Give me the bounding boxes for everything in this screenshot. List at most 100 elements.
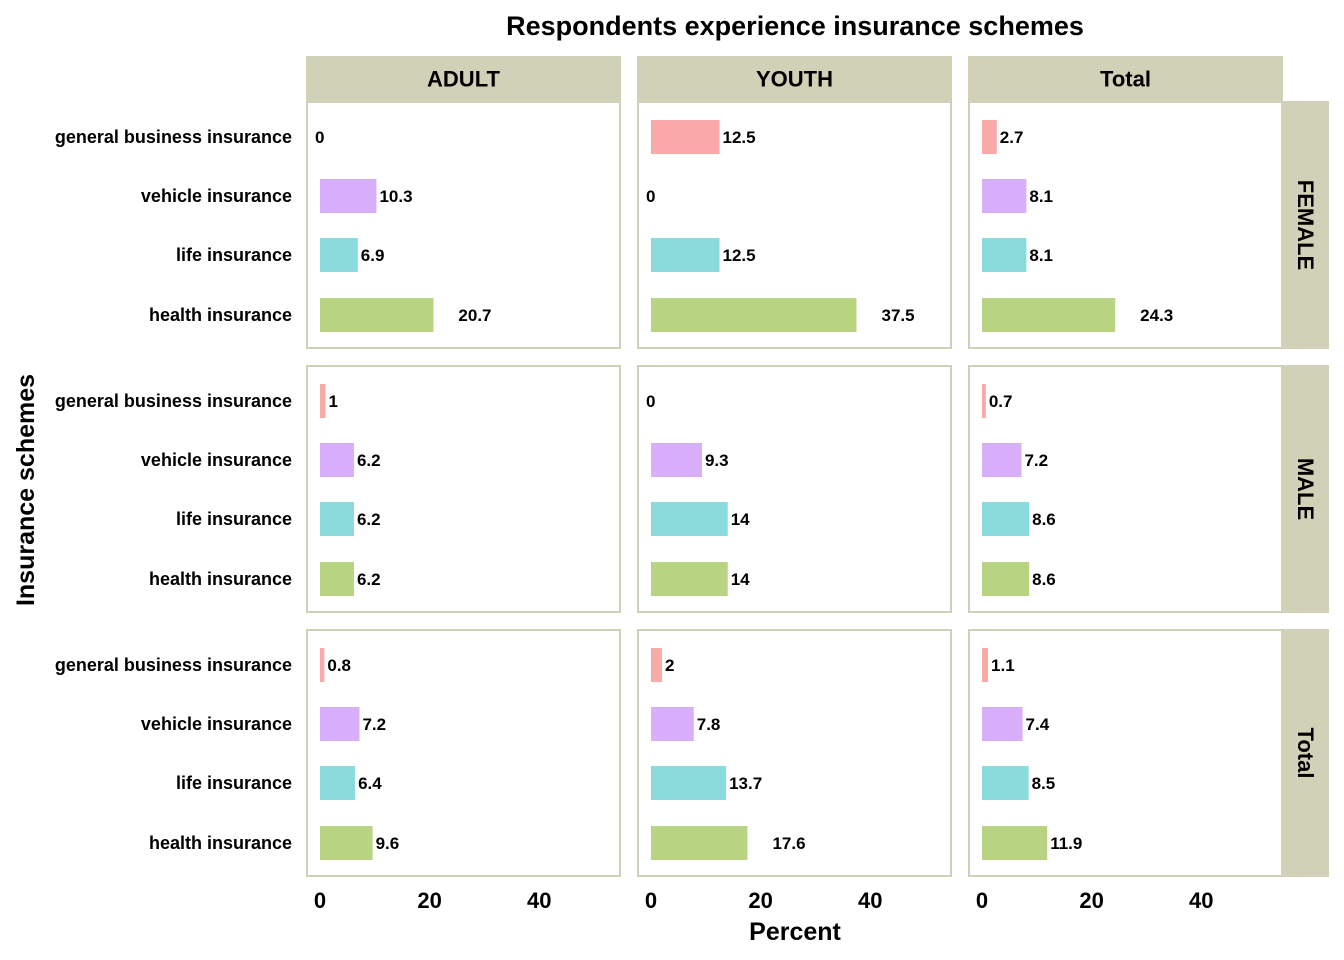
value-label: 7.8	[697, 715, 721, 734]
value-label: 8.1	[1029, 187, 1053, 206]
bar	[982, 238, 1027, 272]
value-label: 9.3	[705, 451, 729, 470]
x-tick-label: 40	[858, 888, 882, 913]
bar	[651, 238, 720, 272]
value-label: 11.9	[1050, 834, 1082, 853]
category-label: general business insurance	[55, 127, 292, 147]
bar	[320, 384, 326, 418]
bar	[651, 766, 727, 800]
value-label: 24.3	[1140, 306, 1173, 325]
bar	[320, 826, 373, 860]
bar	[982, 179, 1027, 213]
value-label: 2.7	[1000, 128, 1024, 147]
value-label: 12.5	[723, 128, 756, 147]
bar	[320, 238, 358, 272]
x-tick-label: 40	[527, 888, 551, 913]
value-label: 2	[665, 656, 674, 675]
panel-male-adult	[306, 365, 621, 613]
category-label: general business insurance	[55, 655, 292, 675]
value-label: 8.5	[1032, 774, 1056, 793]
value-label: 6.2	[357, 570, 381, 589]
category-label: vehicle insurance	[141, 450, 292, 470]
bar	[651, 826, 748, 860]
bar	[320, 443, 354, 477]
value-label: 8.6	[1032, 510, 1056, 529]
category-label: life insurance	[176, 509, 292, 529]
bar	[651, 648, 662, 682]
bar	[651, 562, 728, 596]
bar	[651, 120, 720, 154]
category-label: life insurance	[176, 245, 292, 265]
value-label: 0	[315, 128, 324, 147]
value-label: 14	[731, 570, 750, 589]
value-label: 0.7	[989, 392, 1013, 411]
row-strip-label-male: MALE	[1293, 458, 1318, 520]
bar	[982, 384, 986, 418]
category-label: vehicle insurance	[141, 186, 292, 206]
row-strip-male	[1283, 365, 1329, 613]
bar	[982, 443, 1022, 477]
value-label: 7.2	[1024, 451, 1048, 470]
bar	[982, 298, 1116, 332]
x-tick-label: 40	[1189, 888, 1213, 913]
value-label: 0	[646, 187, 655, 206]
x-tick-label: 20	[1079, 888, 1103, 913]
value-label: 0	[646, 392, 655, 411]
value-label: 12.5	[723, 246, 756, 265]
bar	[651, 502, 728, 536]
col-strip-label-youth: YOUTH	[756, 67, 833, 92]
row-strip-female	[1283, 101, 1329, 349]
value-label: 0.8	[327, 656, 351, 675]
bar	[982, 562, 1030, 596]
value-label: 20.7	[458, 306, 491, 325]
value-label: 1.1	[991, 656, 1015, 675]
chart-panels: ADULT YOUTH TotalFEMALEMALETotal010.36.920…	[55, 56, 1329, 913]
bar	[320, 707, 360, 741]
x-tick-label: 0	[645, 888, 657, 913]
col-strip-youth	[637, 56, 952, 101]
bar	[982, 826, 1048, 860]
value-label: 8.6	[1032, 570, 1056, 589]
category-label: health insurance	[149, 305, 292, 325]
row-strip-label-female: FEMALE	[1293, 180, 1318, 270]
bar	[982, 766, 1029, 800]
col-strip-label-adult: ADULT	[427, 67, 500, 92]
bar	[320, 766, 356, 800]
row-strip-total	[1283, 629, 1329, 877]
col-strip-label-total: Total	[1100, 67, 1151, 92]
bar	[982, 120, 997, 154]
y-axis-title: Insurance schemes	[12, 374, 40, 606]
chart-title: Respondents experience insurance schemes	[506, 11, 1084, 41]
bar	[320, 298, 434, 332]
x-axis-title: Percent	[749, 918, 841, 946]
value-label: 9.6	[376, 834, 400, 853]
bar	[651, 443, 702, 477]
x-tick-label: 0	[314, 888, 326, 913]
value-label: 8.1	[1029, 246, 1053, 265]
bar	[982, 648, 989, 682]
value-label: 6.4	[358, 774, 382, 793]
value-label: 7.2	[362, 715, 386, 734]
bar	[320, 179, 377, 213]
category-label: health insurance	[149, 833, 292, 853]
value-label: 6.2	[357, 510, 381, 529]
col-strip-adult	[306, 56, 621, 101]
bar	[651, 298, 857, 332]
category-label: general business insurance	[55, 391, 292, 411]
bar	[320, 648, 325, 682]
category-label: life insurance	[176, 773, 292, 793]
value-label: 1	[328, 392, 337, 411]
category-label: health insurance	[149, 569, 292, 589]
value-label: 14	[731, 510, 750, 529]
col-strip-total	[968, 56, 1283, 101]
bar	[320, 502, 354, 536]
x-tick-label: 0	[976, 888, 988, 913]
value-label: 17.6	[772, 834, 805, 853]
value-label: 10.3	[379, 187, 412, 206]
value-label: 6.9	[361, 246, 385, 265]
value-label: 6.2	[357, 451, 381, 470]
category-label: vehicle insurance	[141, 714, 292, 734]
bar	[651, 707, 694, 741]
value-label: 13.7	[729, 774, 762, 793]
